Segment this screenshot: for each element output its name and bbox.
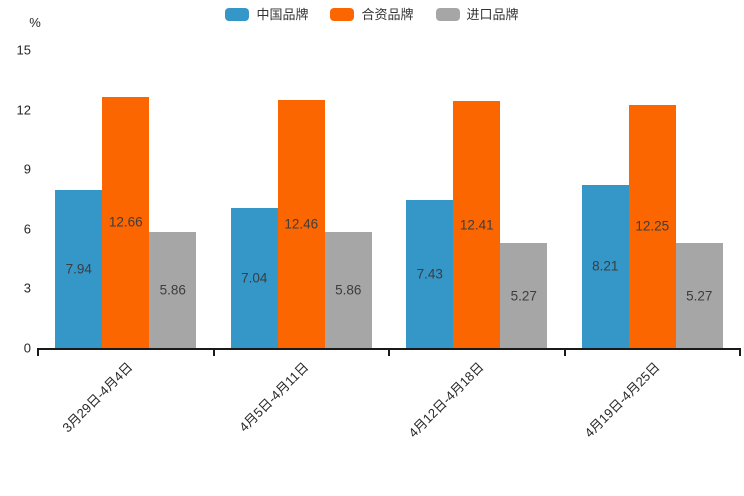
bar-group: 8.21 12.25 5.27 4月19日-4月25日	[565, 50, 741, 440]
bar-series-2: 5.86	[324, 231, 372, 348]
x-axis-label: 3月29日-4月4日	[59, 359, 136, 436]
x-axis-tick-mark	[739, 348, 741, 356]
x-axis-tick-mark	[37, 348, 39, 356]
x-axis-label: 4月12日-4月18日	[405, 359, 487, 441]
legend-item-label: 中国品牌	[256, 7, 309, 22]
legend-swatch-icon	[330, 8, 355, 21]
bar-value-label: 5.86	[335, 282, 362, 298]
bar-group: 7.04 12.46 5.86 4月5日-4月11日	[214, 50, 390, 435]
y-axis: 0 3 6 9 12 15	[0, 44, 31, 355]
y-axis-tick-label: 15	[16, 42, 31, 58]
bar-value-label: 12.66	[108, 214, 143, 230]
bar-series-1: 12.46	[277, 100, 325, 348]
x-axis-tick-mark	[212, 348, 215, 356]
bar-group: 7.43 12.41 5.27 4月12日-4月18日	[389, 50, 565, 440]
y-axis-tick-label: 9	[23, 161, 31, 177]
bar-value-label: 7.43	[416, 266, 443, 282]
legend-swatch-icon	[225, 8, 250, 21]
legend: 中国品牌 合资品牌 进口品牌	[0, 8, 744, 21]
bar-series-1: 12.25	[628, 104, 676, 348]
y-axis-unit-label: %	[29, 15, 41, 30]
legend-item-series-1[interactable]: 合资品牌	[330, 7, 414, 22]
bar-series-0: 8.21	[581, 184, 629, 348]
y-axis-tick-label: 12	[16, 102, 31, 118]
bar-series-0: 7.43	[406, 200, 454, 348]
y-axis-tick-label: 0	[23, 340, 31, 356]
bar-value-label: 12.41	[459, 216, 494, 232]
bar-series-0: 7.94	[55, 190, 103, 348]
bar-value-label: 8.21	[592, 258, 619, 274]
bar-value-label: 7.04	[241, 270, 268, 286]
x-axis-tick-mark	[563, 348, 566, 356]
bar-series-2: 5.27	[500, 243, 548, 348]
bar-value-label: 7.94	[65, 261, 92, 277]
bar-series-2: 5.27	[675, 243, 723, 348]
bar-series-2: 5.86	[149, 231, 197, 348]
x-axis-tick-mark	[388, 348, 390, 356]
legend-swatch-icon	[435, 8, 460, 21]
bar-group: 7.94 12.66 5.86 3月29日-4月4日	[38, 50, 214, 435]
bar-value-label: 12.25	[635, 218, 670, 234]
legend-item-series-0[interactable]: 中国品牌	[225, 8, 308, 21]
x-axis-label: 4月19日-4月25日	[581, 359, 663, 441]
x-axis-label: 4月5日-4月11日	[235, 359, 312, 435]
plot-area: 7.94 12.66 5.86 3月29日-4月4日 7.04 12.46 5.86 4月5日…	[37, 50, 741, 440]
bar-series-1: 12.41	[453, 101, 501, 348]
bar-series-1: 12.66	[102, 96, 150, 348]
y-axis-tick-label: 3	[23, 280, 31, 296]
bar-value-label: 12.46	[284, 216, 319, 232]
bar-value-label: 5.27	[686, 287, 713, 303]
legend-item-series-2[interactable]: 进口品牌	[435, 7, 519, 22]
legend-item-label: 进口品牌	[466, 7, 519, 22]
legend-item-label: 合资品牌	[361, 7, 414, 22]
bar-value-label: 5.27	[510, 287, 537, 303]
y-axis-tick-label: 6	[23, 221, 31, 237]
bar-value-label: 5.86	[159, 282, 186, 298]
bar-series-0: 7.04	[230, 208, 278, 348]
